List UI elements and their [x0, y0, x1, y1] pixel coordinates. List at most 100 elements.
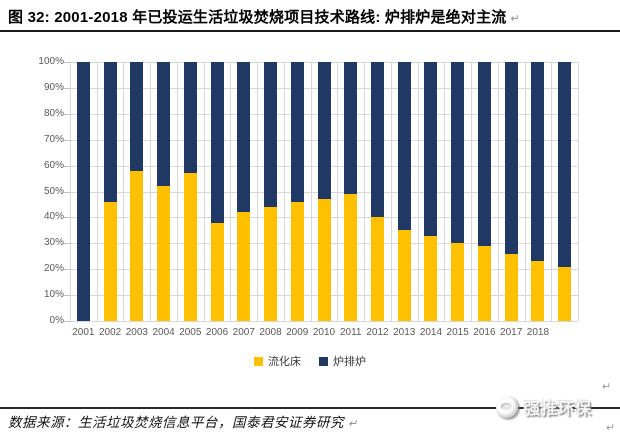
- legend-label-fluidized-bed: 流化床: [268, 356, 301, 368]
- bar-segment-fluidized-bed: [397, 230, 411, 321]
- bar-segment-grate-furnace: [264, 62, 278, 208]
- data-source-text: 数据来源：生活垃圾焚烧信息平台，国泰君安证券研究: [8, 415, 344, 430]
- y-tick-label: 20%: [43, 263, 64, 275]
- grid-line-vertical: [364, 62, 366, 321]
- x-tick-label: 2003: [125, 327, 148, 338]
- bar-segment-fluidized-bed: [477, 245, 491, 321]
- brand-watermark: 强推环保: [496, 392, 592, 422]
- grid-line-vertical: [444, 62, 446, 321]
- title-underline-rule: [0, 30, 620, 32]
- bar-segment-fluidized-bed: [237, 212, 251, 321]
- bar-segment-grate-furnace: [317, 62, 331, 200]
- grid-line-vertical: [96, 62, 98, 321]
- bar-segment-fluidized-bed: [317, 199, 331, 321]
- chart-legend: 流化床 炉排炉: [0, 353, 620, 369]
- grid-line-vertical: [70, 62, 71, 321]
- paragraph-return-icon: ↵: [348, 418, 358, 430]
- grid-line-vertical: [230, 62, 232, 321]
- bar-segment-grate-furnace: [130, 62, 144, 171]
- y-axis-tick: [64, 87, 70, 89]
- paragraph-return-icon: ↵: [510, 13, 520, 25]
- bar-segment-fluidized-bed: [157, 186, 171, 321]
- legend-swatch-fluidized-bed: [254, 356, 263, 366]
- y-tick-label: 40%: [43, 211, 64, 223]
- y-axis-tick: [64, 217, 70, 219]
- grid-line-vertical: [310, 62, 312, 321]
- bar-segment-grate-furnace: [183, 62, 197, 174]
- x-tick-label: 2007: [232, 327, 255, 338]
- bar-segment-grate-furnace: [504, 62, 518, 254]
- bar-segment-grate-furnace: [370, 62, 384, 218]
- brand-logo-icon: [496, 396, 518, 418]
- bar-segment-grate-furnace: [290, 62, 304, 202]
- x-tick-label: 2018: [526, 327, 550, 338]
- bar-segment-fluidized-bed: [183, 173, 197, 321]
- grid-line-horizontal: [70, 321, 578, 322]
- x-tick-label: 2014: [419, 327, 443, 338]
- x-tick-label: 2010: [312, 327, 336, 338]
- bar-segment-fluidized-bed: [130, 170, 144, 321]
- paragraph-return-icon: ↵: [602, 381, 612, 393]
- bar-segment-fluidized-bed: [558, 266, 572, 321]
- y-axis-tick: [64, 113, 70, 115]
- y-axis-tick: [64, 191, 70, 193]
- y-axis-tick: [64, 269, 70, 271]
- y-tick-label: 100%: [38, 56, 64, 67]
- bar-segment-grate-furnace: [210, 62, 224, 223]
- bar-segment-grate-furnace: [558, 62, 572, 267]
- y-axis-tick: [64, 62, 70, 63]
- grid-line-vertical: [578, 62, 579, 321]
- y-tick-label: 0%: [49, 315, 64, 326]
- bar-segment-fluidized-bed: [210, 222, 224, 321]
- legend-item-fluidized-bed: 流化床: [254, 353, 301, 369]
- grid-line-vertical: [417, 62, 419, 321]
- bar-segment-grate-furnace: [344, 62, 358, 195]
- grid-line-vertical: [471, 62, 473, 321]
- x-tick-label: 2016: [473, 327, 496, 338]
- bar-segment-grate-furnace: [76, 62, 90, 321]
- x-tick-label: 2009: [286, 327, 309, 338]
- bar-segment-grate-furnace: [103, 62, 117, 202]
- grid-line-vertical: [150, 62, 152, 321]
- grid-line-vertical: [283, 62, 285, 321]
- y-tick-label: 60%: [43, 159, 64, 171]
- x-tick-label: 2002: [98, 327, 122, 338]
- bar-segment-fluidized-bed: [531, 261, 545, 321]
- x-tick-label: 2001: [72, 327, 95, 338]
- bar-segment-fluidized-bed: [103, 201, 117, 321]
- grid-line-vertical: [524, 62, 526, 321]
- grid-line-vertical: [551, 62, 553, 321]
- legend-label-grate-furnace: 炉排炉: [333, 356, 366, 368]
- x-tick-label: 2015: [446, 327, 469, 338]
- figure-title: 图 32: 2001-2018 年已投运生活垃圾焚烧项目技术路线: 炉排炉是绝对…: [8, 6, 614, 27]
- x-tick-label: 2004: [152, 327, 175, 338]
- x-tick-label: 2013: [393, 327, 416, 338]
- y-tick-label: 10%: [43, 289, 64, 301]
- x-tick-label: 2012: [366, 327, 389, 338]
- x-tick-label: 2011: [339, 327, 362, 338]
- y-tick-label: 80%: [43, 107, 64, 119]
- bar-segment-grate-furnace: [237, 62, 251, 213]
- y-tick-label: 30%: [43, 237, 64, 249]
- y-axis-tick: [64, 295, 70, 297]
- footer-rule: [0, 407, 620, 409]
- y-axis-tick: [64, 165, 70, 167]
- x-tick-label: 2008: [259, 327, 282, 338]
- grid-line-vertical: [257, 62, 259, 321]
- y-axis-tick: [64, 321, 70, 322]
- legend-swatch-grate-furnace: [319, 356, 328, 366]
- bar-segment-grate-furnace: [397, 62, 411, 231]
- x-tick-label: 2006: [205, 327, 229, 338]
- bar-segment-fluidized-bed: [344, 194, 358, 321]
- figure-title-text: 图 32: 2001-2018 年已投运生活垃圾焚烧项目技术路线: 炉排炉是绝对…: [8, 9, 507, 26]
- bar-segment-fluidized-bed: [290, 201, 304, 321]
- bar-segment-fluidized-bed: [504, 253, 518, 321]
- grid-line-vertical: [337, 62, 339, 321]
- paragraph-return-icon: ↵: [606, 422, 616, 434]
- bar-segment-fluidized-bed: [451, 243, 465, 321]
- y-axis-tick: [64, 139, 70, 141]
- bar-segment-fluidized-bed: [424, 235, 438, 321]
- x-tick-label: 2017: [500, 327, 523, 338]
- y-tick-label: 50%: [43, 185, 64, 197]
